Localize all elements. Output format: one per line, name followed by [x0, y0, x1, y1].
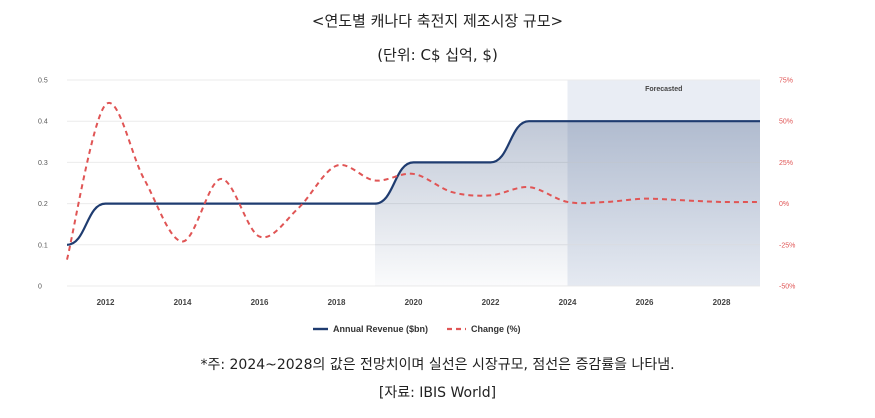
footnote: *주: 2024~2028의 값은 전망치이며 실선은 시장규모, 점선은 증감…: [200, 357, 675, 373]
x-tick-label: 2014: [174, 298, 192, 307]
y-right-tick-label: -25%: [779, 242, 795, 249]
source-note: [자료: IBIS World]: [378, 385, 497, 401]
revenue-area: [375, 121, 760, 287]
y-left-tick-label: 0: [38, 284, 42, 291]
x-tick-label: 2028: [713, 298, 731, 307]
x-tick-label: 2026: [636, 298, 654, 307]
y-left-tick-label: 0.4: [38, 119, 48, 126]
y-left-tick-label: 0.1: [38, 242, 48, 249]
x-tick-label: 2020: [405, 298, 423, 307]
y-right-tick-label: 0%: [779, 201, 789, 208]
y-right-tick-label: 50%: [779, 119, 793, 126]
y-right-tick-label: -50%: [779, 284, 795, 291]
chart-unit: (단위: C$ 십억, $): [377, 46, 498, 64]
x-tick-label: 2024: [559, 298, 577, 307]
legend-revenue-label: Annual Revenue ($bn): [333, 324, 428, 334]
revenue-line: [66, 120, 760, 246]
forecast-label: Forecasted: [645, 86, 682, 93]
chart-svg: Forecasted 0 0.1 0.2 0.3 0.4 0.5 -50% -25% 0% 25%…: [38, 78, 795, 335]
y-left-tick-label: 0.3: [38, 160, 48, 167]
x-tick-label: 2018: [328, 298, 346, 307]
x-tick-label: 2022: [482, 298, 500, 307]
y-left-tick-label: 0.2: [38, 201, 48, 208]
change-line: [66, 101, 761, 260]
x-tick-label: 2016: [251, 298, 269, 307]
legend-change-label: Change (%): [471, 324, 521, 334]
y-right-tick-label: 75%: [779, 78, 793, 85]
chart-title: <연도별 캐나다 축전지 제조시장 규모>: [311, 12, 564, 30]
x-tick-label: 2012: [97, 298, 115, 307]
y-left-tick-label: 0.5: [38, 78, 48, 85]
y-right-tick-label: 25%: [779, 160, 793, 167]
